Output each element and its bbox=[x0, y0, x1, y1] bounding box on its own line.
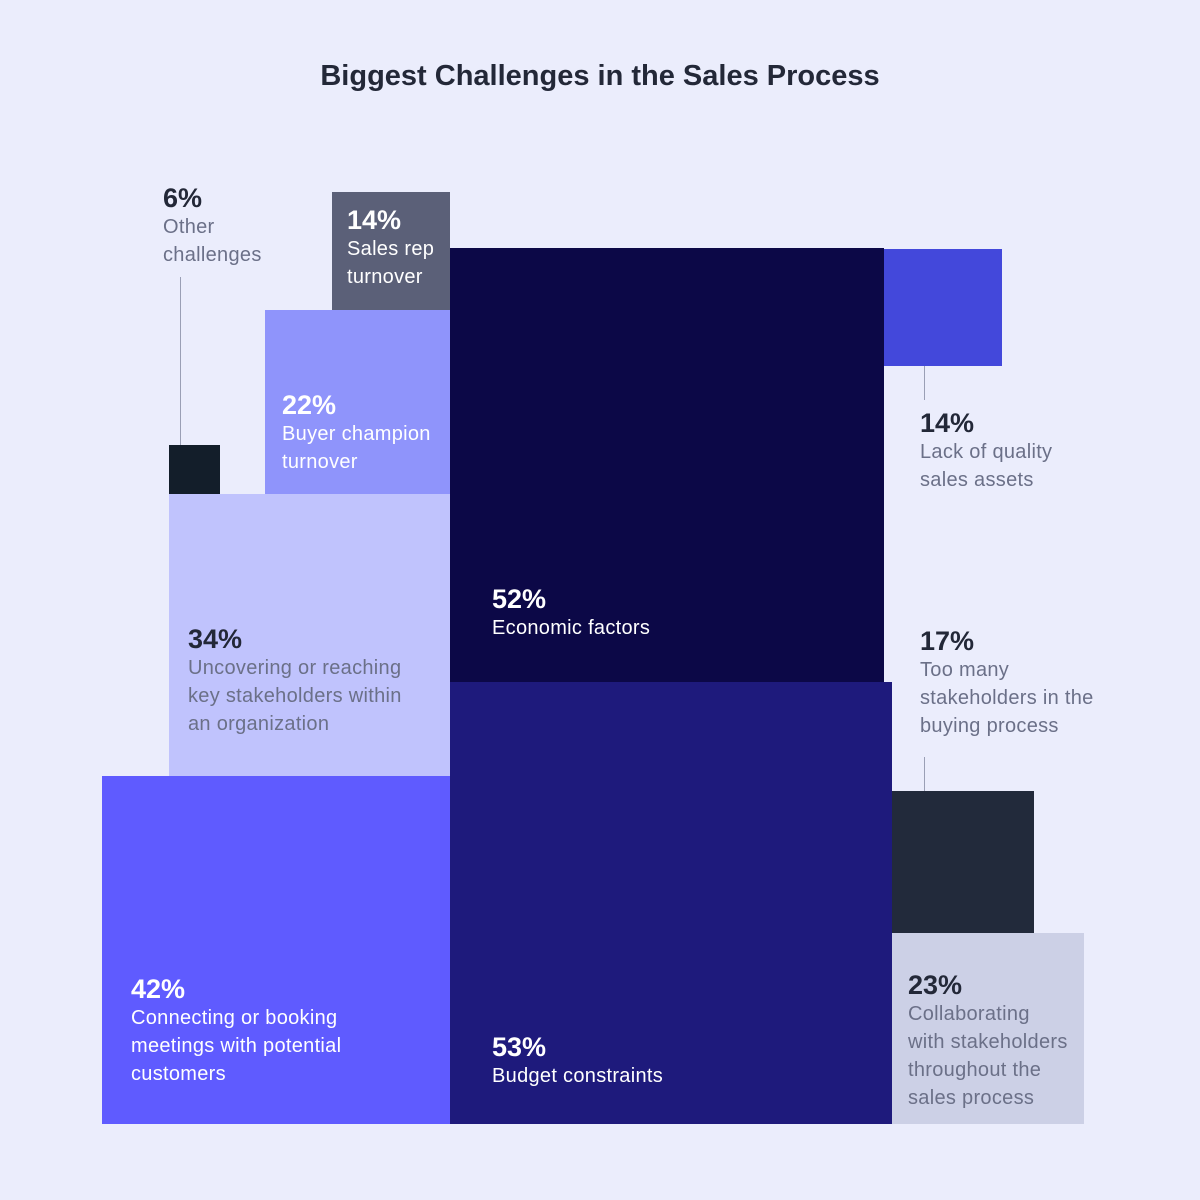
value-label: 52% bbox=[492, 584, 547, 614]
category-label-line: Buyer champion bbox=[282, 423, 431, 445]
category-label-line: Lack of quality bbox=[920, 441, 1053, 463]
category-label-line: throughout the bbox=[908, 1059, 1042, 1081]
value-label: 23% bbox=[908, 970, 963, 1000]
value-label: 17% bbox=[920, 626, 975, 656]
data-label: 17% Too many stakeholders in the buying pro… bbox=[920, 626, 1094, 740]
value-label: 14% bbox=[920, 408, 975, 438]
category-label-line: challenges bbox=[163, 244, 262, 266]
category-label-line: Uncovering or reaching bbox=[188, 657, 402, 679]
category-label-line: Collaborating bbox=[908, 1003, 1030, 1025]
category-label-line: sales process bbox=[908, 1087, 1035, 1109]
category-label-line: Economic factors bbox=[492, 617, 651, 639]
category-label-line: Connecting or booking bbox=[131, 1007, 338, 1029]
category-label-line: customers bbox=[131, 1063, 226, 1085]
bar-connecting-or-booking-meetings-with-potential-customers bbox=[102, 776, 450, 1124]
value-label: 22% bbox=[282, 390, 337, 420]
category-label-line: stakeholders in the bbox=[920, 687, 1094, 709]
bar-buyer-champion-turnover bbox=[265, 310, 450, 494]
bar-too-many-stakeholders-in-the-buying-process bbox=[892, 791, 1034, 933]
category-label-line: Other bbox=[163, 216, 215, 238]
leader-line bbox=[924, 366, 925, 400]
data-label: 52% Economic factors bbox=[492, 584, 650, 642]
value-label: 42% bbox=[131, 974, 186, 1004]
category-label-line: buying process bbox=[920, 715, 1059, 737]
category-label-line: Budget constraints bbox=[492, 1065, 664, 1087]
data-label: 14% Lack of quality sales assets bbox=[920, 408, 1052, 494]
bar-other-challenges bbox=[169, 445, 220, 494]
chart-title: Biggest Challenges in the Sales Process bbox=[320, 60, 880, 92]
bar-economic-factors bbox=[450, 248, 884, 682]
bar-uncovering-or-reaching-key-stakeholders-within-an-organization bbox=[169, 494, 450, 776]
value-label: 6% bbox=[163, 183, 203, 213]
leader-line bbox=[924, 757, 925, 791]
category-label-line: Too many bbox=[920, 659, 1010, 681]
data-label: 14% Sales rep turnover bbox=[347, 205, 434, 291]
data-label: 22% Buyer champion turnover bbox=[282, 390, 431, 476]
data-label: 42% Connecting or booking meetings with po… bbox=[131, 974, 341, 1088]
category-label-line: key stakeholders within bbox=[188, 685, 402, 707]
bar-sales-rep-turnover bbox=[332, 192, 450, 310]
category-label-line: Sales rep bbox=[347, 238, 435, 260]
category-label-line: sales assets bbox=[920, 469, 1034, 491]
value-label: 14% bbox=[347, 205, 402, 235]
bar-budget-constraints bbox=[450, 682, 892, 1124]
value-label: 34% bbox=[188, 624, 243, 654]
value-label: 53% bbox=[492, 1032, 547, 1062]
category-label-line: an organization bbox=[188, 713, 330, 735]
category-label-line: with stakeholders bbox=[908, 1031, 1068, 1053]
data-label: 53% Budget constraints bbox=[492, 1032, 663, 1090]
leader-line bbox=[180, 277, 181, 445]
category-label-line: meetings with potential bbox=[131, 1035, 342, 1057]
data-label: 34% Uncovering or reaching key stakeholder… bbox=[188, 624, 402, 738]
bar-lack-of-quality-sales-assets bbox=[884, 249, 1002, 366]
category-label-line: turnover bbox=[347, 266, 423, 288]
data-label: 6% Other challenges bbox=[163, 183, 262, 269]
data-label: 23% Collaborating with stakeholders through… bbox=[908, 970, 1068, 1112]
bar-collaborating-with-stakeholders-throughout-the-sales-process bbox=[892, 933, 1084, 1124]
category-label-line: turnover bbox=[282, 451, 358, 473]
